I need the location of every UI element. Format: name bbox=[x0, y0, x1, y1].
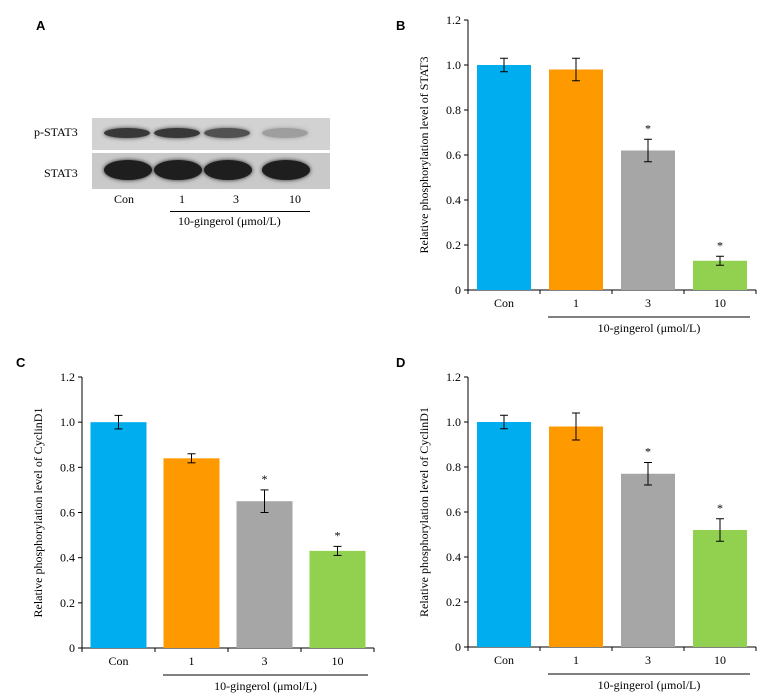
y-tick-label: 0.2 bbox=[60, 596, 75, 610]
bar bbox=[621, 150, 675, 290]
wb-row-label-pstat3: p-STAT3 bbox=[34, 125, 78, 139]
stat3-band bbox=[104, 160, 152, 180]
stat3-band bbox=[154, 160, 202, 180]
x-category-label: Con bbox=[108, 654, 128, 668]
wb-treatment-label: 10-gingerol (μmol/L) bbox=[178, 214, 281, 228]
pstat3-band bbox=[204, 128, 250, 138]
bar bbox=[90, 422, 147, 648]
significance-marker: * bbox=[335, 528, 341, 542]
significance-marker: * bbox=[262, 472, 268, 486]
wb-lane-label: 1 bbox=[179, 192, 185, 206]
y-tick-label: 1.0 bbox=[446, 58, 461, 72]
bar bbox=[549, 426, 603, 647]
y-axis-label: Relative phosphorylation level of STAT3 bbox=[417, 56, 431, 253]
bar bbox=[477, 65, 531, 290]
bar bbox=[309, 550, 366, 648]
y-tick-label: 0 bbox=[69, 641, 75, 655]
chart-panel-c: 0 0.2 0.4 0.6 0.8 1.0 1.2 Con 1 * 3 * 10 10-gingerol … bbox=[31, 370, 375, 693]
x-category-label: 3 bbox=[262, 654, 268, 668]
stat3-band bbox=[262, 160, 310, 180]
bar bbox=[693, 530, 747, 647]
x-group-label: 10-gingerol (μmol/L) bbox=[598, 321, 701, 335]
significance-marker: * bbox=[717, 501, 723, 515]
wb-row-label-stat3: STAT3 bbox=[44, 166, 78, 180]
y-tick-label: 0 bbox=[455, 283, 461, 297]
x-category-label: Con bbox=[494, 653, 514, 667]
y-tick-label: 0 bbox=[455, 640, 461, 654]
panel-letter-c: C bbox=[16, 355, 26, 370]
x-category-label: 10 bbox=[714, 296, 726, 310]
significance-marker: * bbox=[717, 238, 723, 252]
y-tick-label: 0.8 bbox=[446, 103, 461, 117]
panel-letter-b: B bbox=[396, 18, 406, 33]
y-axis-label: Relative phosphorylation level of Cyclin… bbox=[31, 408, 45, 618]
y-axis-label: Relative phosphorylation level of Cyclin… bbox=[417, 407, 431, 617]
y-tick-label: 1.0 bbox=[446, 415, 461, 429]
y-tick-label: 0.2 bbox=[446, 238, 461, 252]
y-tick-label: 0.6 bbox=[60, 506, 75, 520]
x-category-label: 3 bbox=[645, 296, 651, 310]
x-category-label: 1 bbox=[573, 296, 579, 310]
significance-marker: * bbox=[645, 121, 651, 135]
y-tick-label: 1.0 bbox=[60, 415, 75, 429]
y-tick-label: 0.2 bbox=[446, 595, 461, 609]
chart-panel-d: 0 0.2 0.4 0.6 0.8 1.0 1.2 Con 1 * 3 * 10 10-gingerol … bbox=[417, 370, 757, 692]
y-tick-label: 0.8 bbox=[60, 460, 75, 474]
x-category-label: 10 bbox=[714, 653, 726, 667]
y-tick-label: 0.8 bbox=[446, 460, 461, 474]
bar bbox=[549, 69, 603, 290]
chart-panel-b: 0 0.2 0.4 0.6 0.8 1.0 1.2 Con 1 * 3 * 10 10-gingerol … bbox=[417, 13, 757, 335]
wb-lane-label: 10 bbox=[289, 192, 301, 206]
stat3-band bbox=[204, 160, 252, 180]
x-group-label: 10-gingerol (μmol/L) bbox=[214, 679, 317, 693]
x-category-label: 1 bbox=[189, 654, 195, 668]
y-tick-label: 0.6 bbox=[446, 148, 461, 162]
panel-letter-d: D bbox=[396, 355, 406, 370]
bar bbox=[621, 473, 675, 647]
y-tick-label: 1.2 bbox=[446, 13, 461, 27]
pstat3-band bbox=[104, 128, 150, 138]
bar bbox=[163, 458, 220, 648]
bar bbox=[236, 501, 293, 648]
x-category-label: 1 bbox=[573, 653, 579, 667]
x-category-label: 3 bbox=[645, 653, 651, 667]
x-category-label: Con bbox=[494, 296, 514, 310]
x-group-label: 10-gingerol (μmol/L) bbox=[598, 678, 701, 692]
y-tick-label: 0.4 bbox=[60, 551, 75, 565]
y-tick-label: 0.4 bbox=[446, 550, 461, 564]
wb-lane-label: Con bbox=[113, 192, 134, 206]
panel-letter-a: A bbox=[36, 18, 46, 33]
bar bbox=[477, 422, 531, 647]
significance-marker: * bbox=[645, 445, 651, 459]
y-tick-label: 0.6 bbox=[446, 505, 461, 519]
y-tick-label: 0.4 bbox=[446, 193, 461, 207]
wb-treatment-bracket bbox=[170, 211, 310, 212]
wb-lane-label: 3 bbox=[233, 192, 239, 206]
pstat3-band bbox=[154, 128, 200, 138]
x-category-label: 10 bbox=[332, 654, 344, 668]
pstat3-band bbox=[262, 128, 308, 138]
y-tick-label: 1.2 bbox=[60, 370, 75, 384]
y-tick-label: 1.2 bbox=[446, 370, 461, 384]
